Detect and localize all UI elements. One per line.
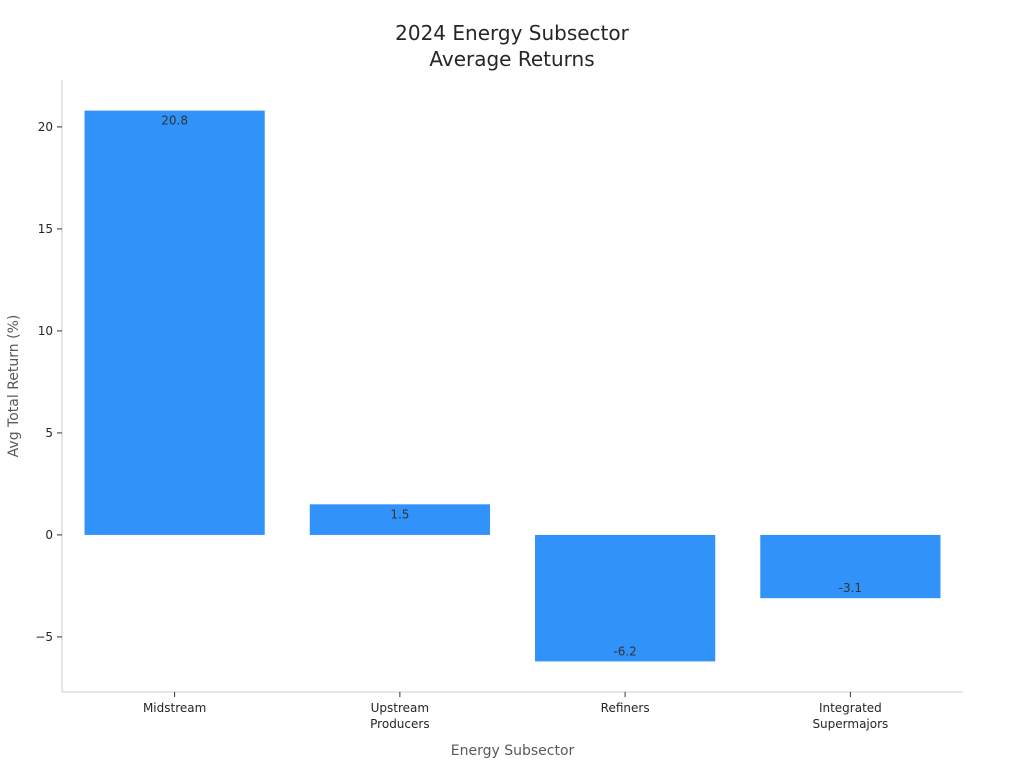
chart-axes xyxy=(61,80,963,693)
y-tick-label: 0 xyxy=(45,528,53,542)
y-ticks: −5 0 5 10 15 20 xyxy=(35,120,62,644)
x-tick-label: Integrated xyxy=(819,701,882,715)
y-tick-label: 20 xyxy=(38,120,53,134)
bar xyxy=(84,110,265,535)
x-tick-label: Midstream xyxy=(143,701,206,715)
x-tick-label: Producers xyxy=(370,717,429,731)
bar xyxy=(535,534,716,662)
x-tick-label: Refiners xyxy=(601,701,650,715)
chart-title-line: Average Returns xyxy=(429,47,594,71)
y-tick-label: 10 xyxy=(38,324,53,338)
y-tick-label: 5 xyxy=(45,426,53,440)
y-axis-title: Avg Total Return (%) xyxy=(6,315,22,458)
bar xyxy=(760,534,941,599)
bar-value-labels: 20.8 1.5 -6.2 -3.1 xyxy=(161,114,862,659)
y-tick-label: −5 xyxy=(35,630,53,644)
x-axis-title: Energy Subsector xyxy=(451,743,575,759)
bar-value-label: -6.2 xyxy=(613,644,636,658)
bar-value-label: -3.1 xyxy=(839,581,862,595)
chart-title-line: 2024 Energy Subsector xyxy=(395,21,629,45)
bar-value-label: 1.5 xyxy=(390,507,409,521)
x-ticks: Midstream Upstream Producers Refiners Integr… xyxy=(143,692,888,731)
y-tick-label: 15 xyxy=(38,222,53,236)
bars xyxy=(84,110,941,662)
x-tick-label: Supermajors xyxy=(812,717,888,731)
bar-value-label: 20.8 xyxy=(161,114,188,128)
x-tick-label: Upstream xyxy=(371,701,429,715)
bar xyxy=(309,504,490,535)
